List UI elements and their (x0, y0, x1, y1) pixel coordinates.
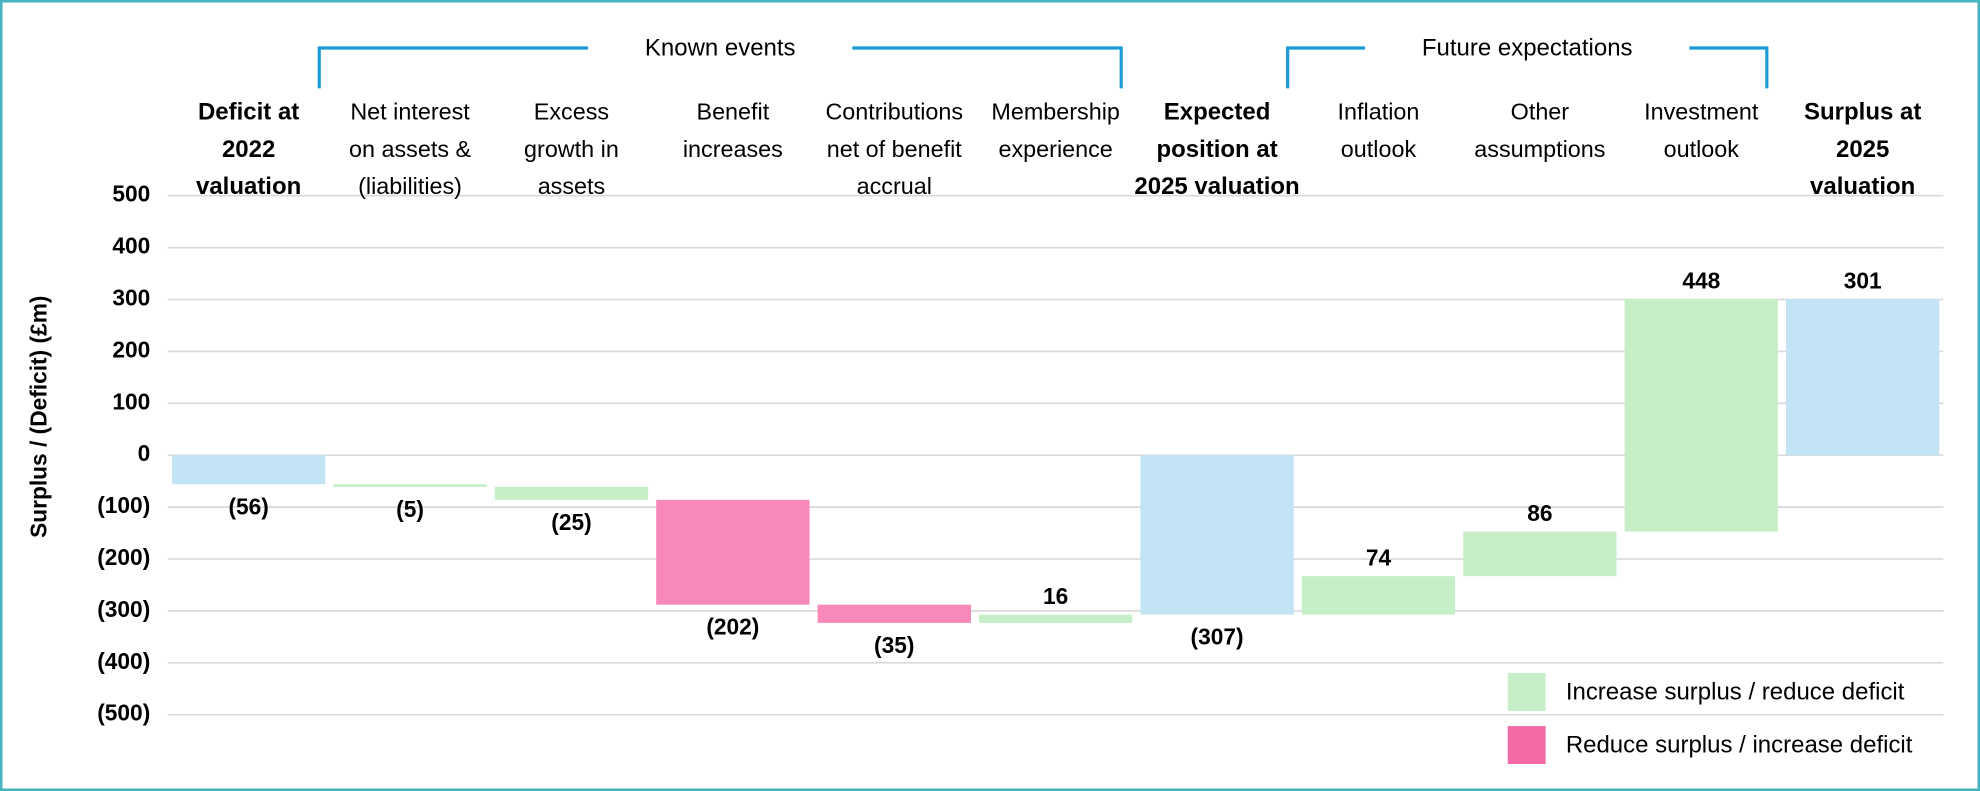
x-tick-label: Surplus at 2025 valuation (1804, 99, 1921, 201)
y-tick-label: 500 (112, 181, 150, 207)
bar (1140, 455, 1294, 615)
bar (656, 499, 810, 605)
x-tick-label: Inflation outlook (1338, 99, 1420, 162)
value-label: (25) (551, 509, 591, 535)
value-label: 16 (1043, 583, 1068, 609)
group-label: Future expectations (1422, 35, 1633, 62)
y-tick-label: 100 (112, 388, 150, 414)
value-label: 301 (1844, 268, 1882, 294)
value-label: 86 (1527, 500, 1552, 526)
bar (978, 614, 1133, 623)
legend-swatch (1507, 726, 1546, 764)
x-tick-label: Contributions net of benefit accrual (825, 99, 963, 200)
bar (494, 486, 649, 500)
bar (1463, 531, 1617, 577)
y-tick-label: (100) (97, 492, 150, 518)
y-tick-label: (400) (97, 648, 150, 674)
x-tick-label: Benefit increases (683, 99, 783, 162)
legend-swatch (1507, 673, 1546, 711)
value-label: (5) (396, 496, 424, 522)
y-tick-label: 400 (112, 233, 150, 259)
group-bracket (852, 46, 1123, 89)
value-label: (56) (228, 493, 268, 519)
group-label: Known events (645, 35, 796, 62)
x-tick-label: Investment outlook (1644, 99, 1759, 162)
y-tick-label: 300 (112, 285, 150, 311)
x-tick-label: Membership experience (991, 99, 1120, 162)
value-label: 448 (1682, 268, 1720, 294)
bar (1624, 299, 1778, 532)
value-label: 74 (1366, 545, 1392, 571)
x-tick-label: Net interest on assets & (liabilities) (349, 99, 471, 200)
value-label: (35) (874, 632, 914, 658)
y-tick-label: (300) (97, 596, 150, 622)
bar (1301, 576, 1456, 615)
group-bracket (1286, 46, 1366, 89)
y-tick-label: 0 (138, 440, 151, 466)
value-label: (202) (706, 614, 759, 640)
bar (1786, 299, 1940, 456)
group-bracket (1689, 46, 1769, 89)
x-tick-label: Excess growth in assets (524, 99, 619, 200)
bar (171, 455, 326, 485)
x-tick-label: Expected position at 2025 valuation (1134, 99, 1299, 201)
y-tick-label: (200) (97, 544, 150, 570)
x-tick-label: Deficit at 2022 valuation (196, 99, 301, 201)
bar (817, 604, 971, 623)
group-bracket (317, 46, 589, 89)
x-tick-label: Other assumptions (1474, 99, 1605, 162)
bar (333, 484, 487, 487)
legend-label: Increase surplus / reduce deficit (1566, 679, 1905, 706)
y-axis-title: Surplus / (Deficit) (£m) (25, 296, 51, 538)
y-tick-label: 200 (112, 336, 150, 362)
value-label: (307) (1191, 624, 1244, 650)
legend-label: Reduce surplus / increase deficit (1566, 732, 1913, 759)
y-tick-label: (500) (97, 700, 150, 726)
